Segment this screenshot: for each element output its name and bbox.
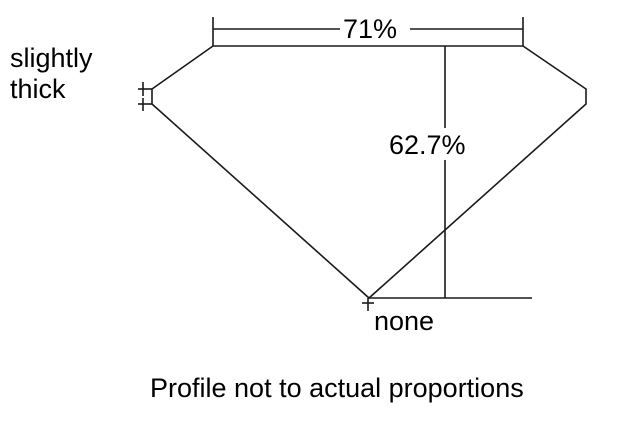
girdle-marker — [138, 82, 152, 111]
culet-label: none — [374, 306, 435, 336]
gem-outline — [151, 45, 587, 300]
depth-percent-label: 62.7% — [389, 130, 466, 160]
table-percent-label: 71% — [343, 14, 398, 44]
caption: Profile not to actual proportions — [150, 373, 524, 403]
culet-marker — [362, 298, 374, 311]
girdle-label-line1: slightly — [10, 43, 93, 73]
girdle-label-line2: thick — [10, 74, 66, 104]
